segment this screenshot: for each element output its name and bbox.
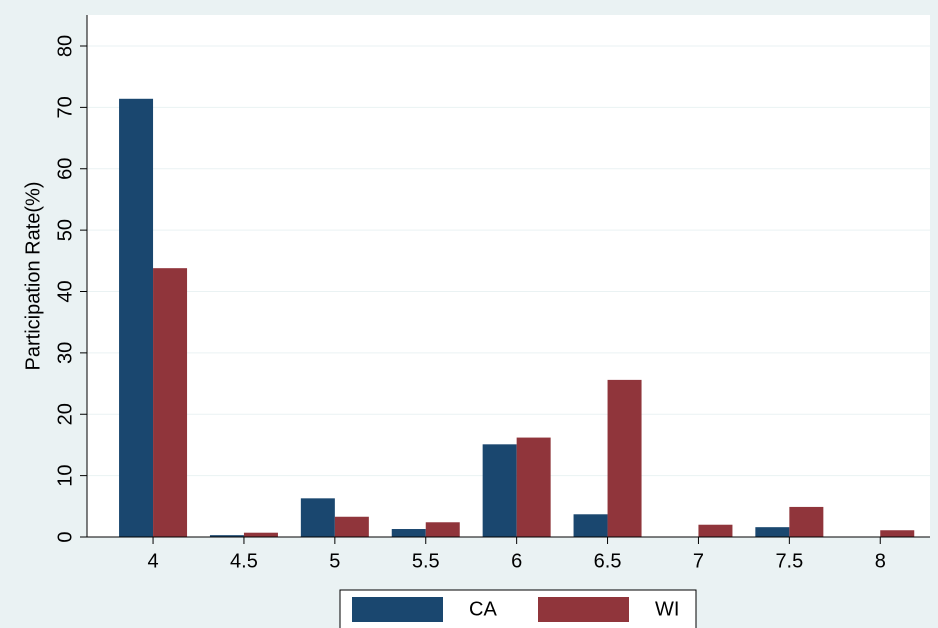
x-tick-label: 8 bbox=[875, 550, 886, 572]
bar bbox=[755, 527, 790, 537]
y-tick-label: 70 bbox=[54, 96, 76, 118]
bar bbox=[425, 522, 460, 537]
x-tick-label: 5 bbox=[329, 550, 340, 572]
legend-swatch bbox=[538, 597, 629, 622]
y-tick-label: 10 bbox=[54, 465, 76, 487]
y-tick-label: 60 bbox=[54, 158, 76, 180]
bar bbox=[482, 444, 517, 537]
x-tick-label: 7 bbox=[693, 550, 704, 572]
bar bbox=[607, 379, 642, 537]
bar bbox=[209, 535, 244, 537]
y-tick-label: 20 bbox=[54, 403, 76, 425]
bar bbox=[698, 524, 733, 537]
y-tick-label: 50 bbox=[54, 219, 76, 241]
bar bbox=[880, 530, 915, 537]
bar bbox=[300, 498, 335, 537]
bar bbox=[789, 506, 824, 537]
x-tick-label: 4.5 bbox=[230, 550, 258, 572]
bar bbox=[516, 437, 551, 537]
legend-label: WI bbox=[655, 598, 679, 620]
x-tick-label: 5.5 bbox=[412, 550, 440, 572]
bar bbox=[119, 98, 154, 537]
bar bbox=[573, 514, 608, 537]
bar bbox=[153, 268, 188, 537]
x-tick-label: 6.5 bbox=[594, 550, 622, 572]
x-tick-label: 4 bbox=[147, 550, 158, 572]
legend-label: CA bbox=[469, 598, 497, 620]
bar bbox=[334, 516, 369, 537]
y-axis-label: Participation Rate(%) bbox=[22, 182, 44, 371]
x-tick-label: 7.5 bbox=[775, 550, 803, 572]
y-tick-label: 40 bbox=[54, 280, 76, 302]
bar bbox=[243, 532, 278, 537]
y-tick-label: 80 bbox=[54, 35, 76, 57]
legend-swatch bbox=[352, 597, 443, 622]
bar bbox=[391, 529, 426, 537]
x-tick-label: 6 bbox=[511, 550, 522, 572]
y-tick-label: 30 bbox=[54, 342, 76, 364]
y-tick-label: 0 bbox=[54, 531, 76, 542]
